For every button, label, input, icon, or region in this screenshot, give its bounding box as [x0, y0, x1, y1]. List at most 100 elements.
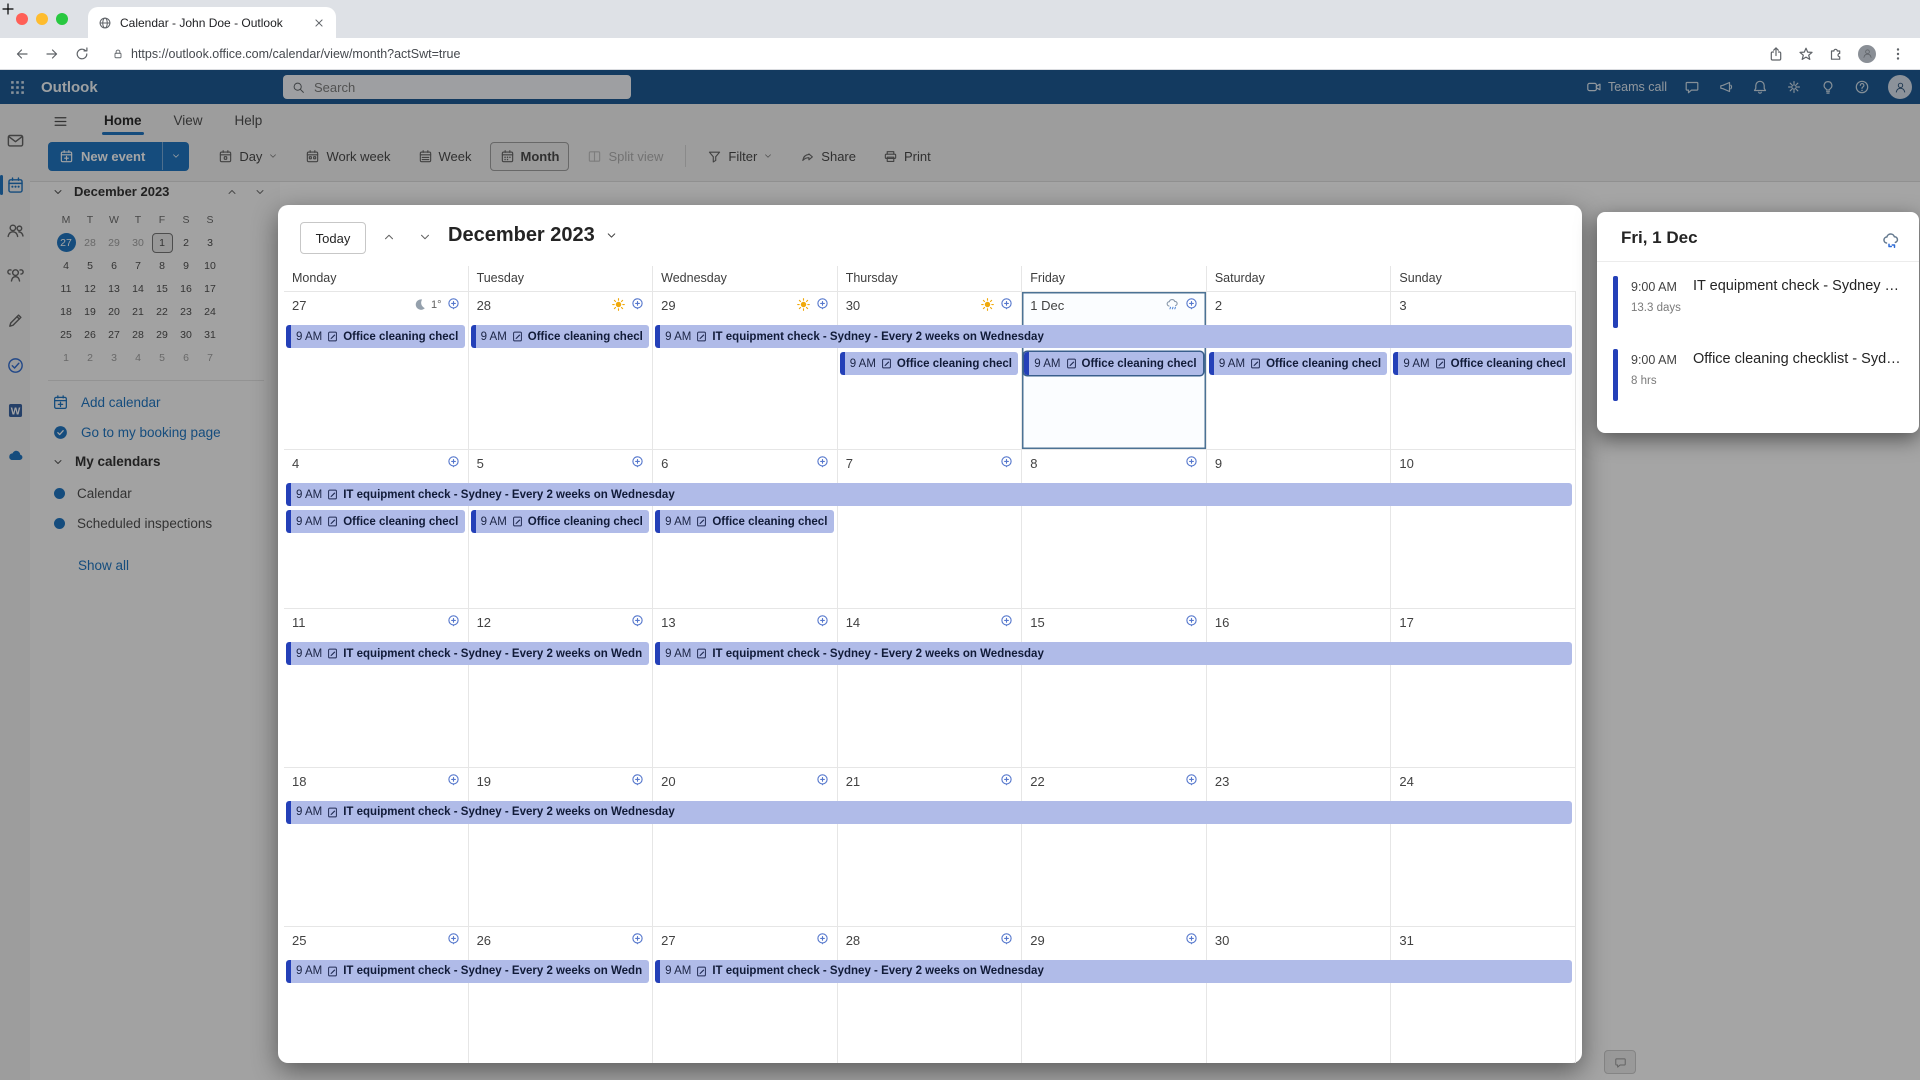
mini-date-cell[interactable]: 24	[204, 305, 216, 318]
day-cell-22[interactable]: 22	[1022, 767, 1207, 926]
mini-date-cell[interactable]: 4	[135, 351, 141, 364]
window-minimize-button[interactable]	[36, 13, 48, 25]
week-button[interactable]: Week	[409, 143, 481, 170]
day-cell-17[interactable]: 17	[1391, 609, 1576, 767]
calendar-event[interactable]: 9 AM IT equipment check - Sydney - Every …	[286, 642, 650, 666]
mini-date-cell[interactable]: 30	[132, 236, 144, 249]
megaphone-icon[interactable]	[1718, 79, 1735, 96]
add-event-pin-icon[interactable]	[630, 297, 645, 312]
mini-date-cell[interactable]: 29	[156, 328, 168, 341]
day-cell-30[interactable]: 30	[1207, 926, 1392, 1064]
day-cell-28[interactable]: 28	[838, 926, 1023, 1064]
day-cell-26[interactable]: 26	[469, 926, 654, 1064]
day-cell-25[interactable]: 25	[284, 926, 469, 1064]
question-icon[interactable]	[1854, 79, 1871, 96]
mini-date-cell[interactable]: 15	[156, 282, 168, 295]
mini-date-cell[interactable]: 6	[111, 259, 117, 272]
chevron-up-icon[interactable]	[226, 186, 238, 198]
day-cell-16[interactable]: 16	[1207, 609, 1392, 767]
previous-chevron-up-icon[interactable]	[382, 230, 396, 244]
feedback-chip[interactable]	[1604, 1050, 1636, 1074]
rail-item-calendar[interactable]	[0, 163, 30, 208]
omnibox[interactable]: https://outlook.office.com/calendar/view…	[112, 47, 1768, 61]
day-cell-27[interactable]: 27 1°	[284, 292, 469, 450]
day-cell-18[interactable]: 18	[284, 767, 469, 926]
reload-icon[interactable]	[74, 46, 90, 62]
day-cell-3[interactable]: 3	[1391, 292, 1576, 450]
add-event-pin-icon[interactable]	[630, 773, 645, 788]
calendar-event[interactable]: 9 AM Office cleaning checl	[1208, 352, 1388, 375]
gear-icon[interactable]	[1786, 79, 1803, 96]
mini-date-cell[interactable]: 12	[84, 282, 96, 295]
new-event-dropdown[interactable]	[162, 142, 189, 170]
day-button[interactable]: Day	[209, 143, 287, 170]
day-cell-23[interactable]: 23	[1207, 767, 1392, 926]
mini-date-cell[interactable]: 7	[135, 259, 141, 272]
bookmark-star-icon[interactable]	[1798, 46, 1814, 62]
mini-date-cell[interactable]: 21	[132, 305, 144, 318]
day-cell-5[interactable]: 5	[469, 450, 654, 609]
add-event-pin-icon[interactable]	[815, 614, 830, 629]
mini-date-cell[interactable]: 30	[180, 328, 192, 341]
add-event-pin-icon[interactable]	[1184, 773, 1199, 788]
add-event-pin-icon[interactable]	[446, 297, 461, 312]
calendar-event[interactable]: 9 AM IT equipment check - Sydney - Every …	[655, 325, 1572, 348]
calendar-list-item[interactable]: Calendar	[52, 486, 132, 501]
add-event-pin-icon[interactable]	[1184, 455, 1199, 470]
print-button[interactable]: Print	[874, 143, 940, 170]
split-view-button[interactable]: Split view	[578, 143, 672, 170]
mini-date-cell[interactable]: 25	[60, 328, 72, 341]
window-zoom-button[interactable]	[56, 13, 68, 25]
add-event-pin-icon[interactable]	[999, 614, 1014, 629]
mini-date-cell[interactable]: 23	[180, 305, 192, 318]
mini-date-cell[interactable]: 29	[108, 236, 120, 249]
browser-tab[interactable]: Calendar - John Doe - Outlook	[88, 7, 336, 38]
mini-date-cell[interactable]: 16	[180, 282, 192, 295]
mini-date-cell[interactable]: 28	[84, 236, 96, 249]
add-event-pin-icon[interactable]	[999, 773, 1014, 788]
rail-item-word[interactable]: W	[0, 388, 30, 433]
mini-calendar-title[interactable]: December 2023	[74, 184, 170, 199]
mini-date-cell[interactable]: 8	[159, 259, 165, 272]
bell-icon[interactable]	[1752, 79, 1769, 96]
rail-item-mail[interactable]	[0, 118, 30, 163]
rail-item-onedrive[interactable]	[0, 433, 30, 478]
day-cell-13[interactable]: 13	[653, 609, 838, 767]
app-launcher-waffle-icon[interactable]	[9, 79, 26, 96]
ribbon-tab-view[interactable]: View	[173, 113, 203, 128]
work-week-button[interactable]: Work week	[296, 143, 399, 170]
rail-item-todo[interactable]	[0, 343, 30, 388]
mini-date-cell[interactable]: 4	[63, 259, 69, 272]
add-event-pin-icon[interactable]	[1184, 297, 1199, 312]
forward-arrow-icon[interactable]	[44, 46, 60, 62]
ribbon-tab-home[interactable]: Home	[102, 108, 144, 135]
day-cell-29[interactable]: 29	[653, 292, 838, 450]
add-event-pin-icon[interactable]	[1184, 614, 1199, 629]
day-cell-28[interactable]: 28	[469, 292, 654, 450]
share-icon[interactable]	[1768, 46, 1784, 62]
mini-date-cell[interactable]: 3	[207, 236, 213, 249]
mini-date-cell[interactable]: 3	[111, 351, 117, 364]
mini-date-cell[interactable]: 1	[63, 351, 69, 364]
back-arrow-icon[interactable]	[14, 46, 30, 62]
add-event-pin-icon[interactable]	[815, 932, 830, 947]
day-cell-7[interactable]: 7	[838, 450, 1023, 609]
day-cell-6[interactable]: 6	[653, 450, 838, 609]
calendar-event[interactable]: 9 AM Office cleaning checl	[286, 510, 465, 534]
day-cell-4[interactable]: 4	[284, 450, 469, 609]
show-all-link[interactable]: Show all	[78, 558, 130, 573]
mini-date-cell[interactable]: 5	[159, 351, 165, 364]
today-button[interactable]: Today	[300, 222, 366, 254]
add-event-pin-icon[interactable]	[446, 932, 461, 947]
day-cell-11[interactable]: 11	[284, 609, 469, 767]
rail-item-people[interactable]	[0, 208, 30, 253]
add-event-pin-icon[interactable]	[999, 455, 1014, 470]
add-event-pin-icon[interactable]	[999, 932, 1014, 947]
day-cell-8[interactable]: 8	[1022, 450, 1207, 609]
calendar-event[interactable]: 9 AM IT equipment check - Sydney - Every …	[286, 483, 1572, 507]
mini-date-cell[interactable]: 19	[84, 305, 96, 318]
month-button[interactable]: Month	[489, 141, 570, 171]
mini-date-cell[interactable]: 13	[108, 282, 120, 295]
window-close-button[interactable]	[16, 13, 28, 25]
add-event-pin-icon[interactable]	[630, 614, 645, 629]
